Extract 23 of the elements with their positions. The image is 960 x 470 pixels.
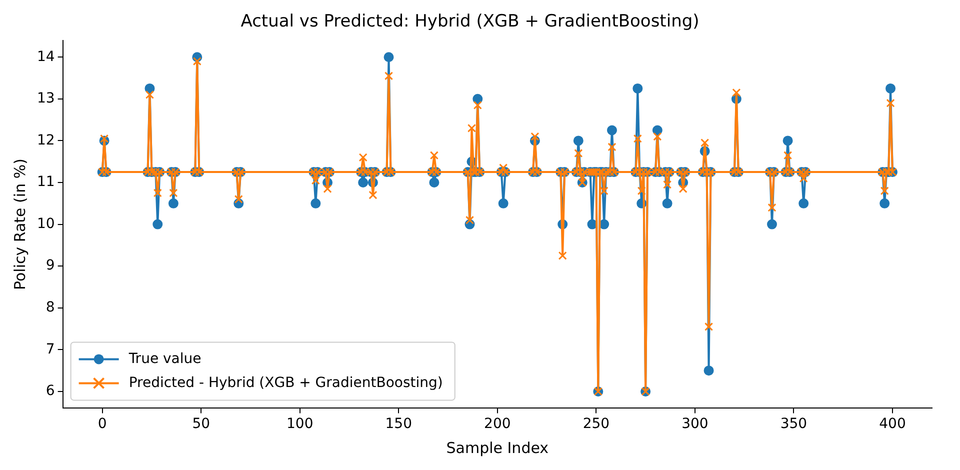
x-tick-label: 50 (192, 416, 210, 432)
y-tick-label: 10 (36, 216, 55, 232)
x-tick-label: 200 (484, 416, 511, 432)
y-tick-label: 6 (46, 383, 55, 400)
y-tick-label: 12 (36, 132, 55, 148)
y-tick-label: 13 (36, 90, 55, 107)
x-tick-label: 300 (682, 416, 708, 432)
legend-label: Predicted - Hybrid (XGB + GradientBoosting) (128, 374, 443, 391)
x-tick-label: 250 (582, 416, 610, 432)
y-tick-label: 8 (46, 300, 55, 316)
x-tick-label: 400 (879, 416, 906, 432)
y-tick-label: 14 (36, 48, 55, 65)
y-axis-title: Policy Rate (in %) (10, 158, 29, 290)
chart-title: Actual vs Predicted: Hybrid (XGB + GradientBoosting) (240, 12, 700, 32)
x-tick-label: 350 (780, 416, 808, 432)
y-tick-label: 11 (36, 174, 55, 190)
x-axis-title: Sample Index (446, 438, 549, 457)
x-tick-label: 150 (385, 416, 412, 432)
legend-label: True value (128, 350, 202, 367)
x-tick-label: 100 (286, 416, 314, 432)
y-tick-label: 7 (46, 341, 55, 358)
x-tick-label: 0 (98, 416, 107, 432)
y-tick-label: 9 (46, 258, 55, 274)
